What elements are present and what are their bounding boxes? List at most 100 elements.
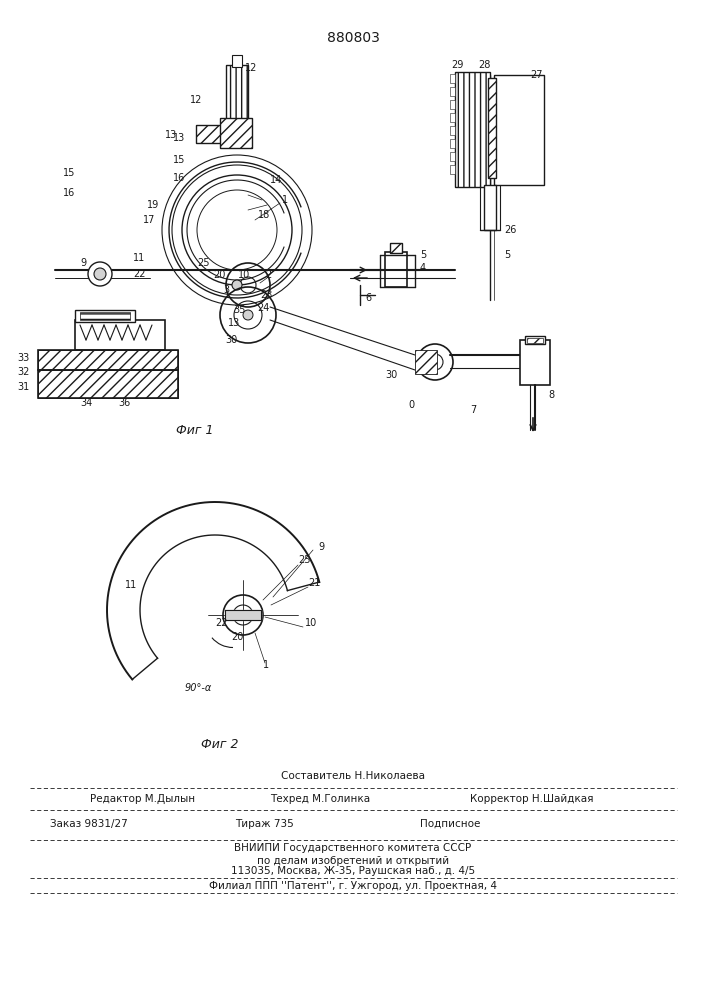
Text: 14: 14 [270,175,282,185]
Bar [450,113,455,122]
Bar [226,65,248,120]
Text: 10: 10 [238,270,250,280]
Text: 1: 1 [263,660,269,670]
Bar [520,340,550,385]
Text: Техред М.Голинка: Техред М.Голинка [270,794,370,804]
Text: 1: 1 [282,195,288,205]
Text: 11: 11 [133,253,145,263]
Text: 23: 23 [260,290,272,300]
Bar [226,65,248,120]
Text: 17: 17 [143,215,156,225]
Text: 30: 30 [225,335,238,345]
Bar [450,87,455,96]
Bar [38,370,178,398]
Bar [385,252,407,287]
Bar [450,74,455,83]
Text: Составитель Н.Николаева: Составитель Н.Николаева [281,771,425,781]
Bar [80,312,130,320]
Bar [494,75,544,185]
Circle shape [243,310,253,320]
Text: 5: 5 [420,250,426,260]
Text: 90°-α: 90°-α [185,683,212,693]
Text: 20: 20 [213,270,226,280]
Bar [196,125,224,143]
Text: 8: 8 [548,390,554,400]
Text: Подписное: Подписное [420,819,480,829]
Text: 3: 3 [223,285,229,295]
Text: 28: 28 [478,60,491,70]
Text: 7: 7 [470,405,477,415]
Bar [196,125,224,143]
Text: 0: 0 [408,400,414,410]
Text: 36: 36 [118,398,130,408]
Text: 25: 25 [298,555,310,565]
Bar [488,78,496,178]
Text: 12: 12 [245,63,257,73]
Circle shape [94,268,106,280]
Text: 22: 22 [133,269,146,279]
Text: 35: 35 [233,305,245,315]
Text: 25: 25 [197,258,209,268]
Bar [455,72,490,187]
Text: 32: 32 [18,367,30,377]
Text: 27: 27 [530,70,542,80]
Bar [455,72,490,187]
Circle shape [427,354,443,370]
Text: 13: 13 [228,318,240,328]
Bar [38,370,178,398]
Bar [75,320,165,350]
Bar [484,185,496,230]
Text: 113035, Москва, Ж-35, Раушская наб., д. 4/5: 113035, Москва, Ж-35, Раушская наб., д. … [231,866,475,876]
Bar [415,350,437,374]
Bar [525,336,545,344]
Bar [488,78,496,178]
Text: 10: 10 [305,618,317,628]
Text: 30: 30 [385,370,397,380]
Bar [390,243,402,253]
Bar [450,152,455,161]
Text: 12: 12 [190,95,202,105]
Text: Фиг 1: Фиг 1 [176,424,214,436]
Text: 34: 34 [80,398,92,408]
Bar [220,118,252,148]
Text: 6: 6 [365,293,371,303]
Text: 33: 33 [18,353,30,363]
Text: Филиал ППП ''Патент'', г. Ужгород, ул. Проектная, 4: Филиал ППП ''Патент'', г. Ужгород, ул. П… [209,881,497,891]
Bar [75,310,135,322]
Text: 4: 4 [420,263,426,273]
Text: Заказ 9831/27: Заказ 9831/27 [50,819,128,829]
Bar [527,338,543,343]
Text: по делам изобретений и открытий: по делам изобретений и открытий [257,856,449,866]
Circle shape [232,280,242,290]
Text: 16: 16 [173,173,185,183]
Bar [38,350,178,370]
Polygon shape [225,610,261,620]
Bar [450,126,455,135]
Text: ВНИИПИ Государственного комитета СССР: ВНИИПИ Государственного комитета СССР [235,843,472,853]
Text: 19: 19 [147,200,159,210]
Text: 13: 13 [165,130,177,140]
Bar [450,100,455,109]
Text: 13: 13 [173,133,185,143]
Circle shape [88,262,112,286]
Text: 11: 11 [125,580,137,590]
Text: Редактор М.Дылын: Редактор М.Дылын [90,794,195,804]
Text: 22: 22 [215,618,228,628]
Text: 880803: 880803 [327,31,380,45]
Text: 9: 9 [318,542,324,552]
Text: 16: 16 [63,188,75,198]
Text: 15: 15 [173,155,185,165]
Text: 24: 24 [257,303,269,313]
Bar [450,139,455,148]
Bar [38,350,178,370]
Bar [494,75,544,185]
Text: 5: 5 [504,250,510,260]
Text: 2: 2 [265,270,271,280]
Bar [232,55,242,67]
Text: 9: 9 [80,258,86,268]
Text: 18: 18 [258,210,270,220]
Text: Тираж 735: Тираж 735 [235,819,293,829]
Text: 31: 31 [18,382,30,392]
Text: 26: 26 [504,225,516,235]
Text: 20: 20 [231,632,243,642]
